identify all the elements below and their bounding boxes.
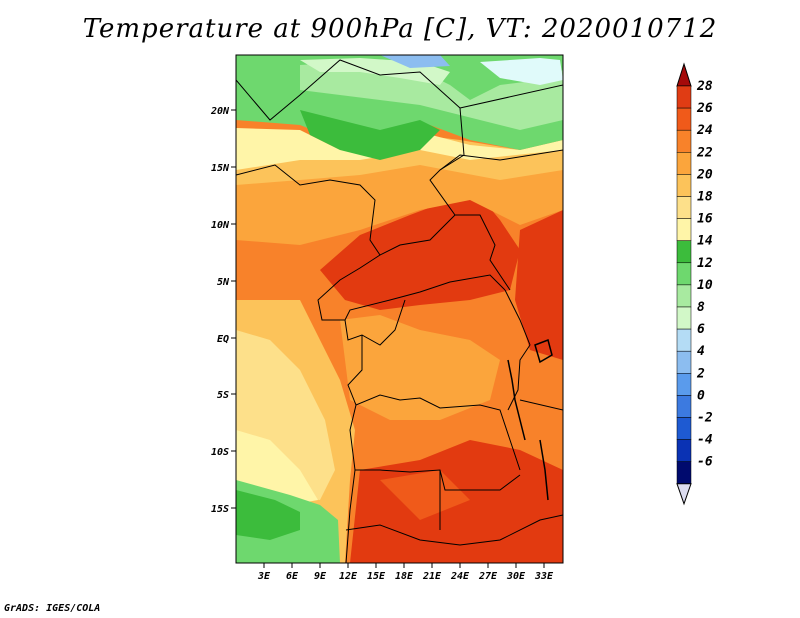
lon-label: 3E [257,571,271,582]
lat-label: 10N [211,220,230,231]
colorbar-swatch [676,85,692,109]
lat-label: EQ [217,334,229,345]
colorbar-swatch [676,395,692,418]
lat-labels: 20N 15N 10N 5N EQ 5S 10S 15S [210,106,230,515]
colorbar-label: 14 [697,234,713,249]
border-rift [504,289,531,411]
field-north-cyan2 [480,58,563,85]
colorbar-label: 16 [697,212,713,227]
colorbar-swatch [676,306,692,330]
colorbar-label: 8 [697,300,705,315]
colorbar-label: 2 [696,366,705,381]
colorbar-label: 18 [697,190,713,205]
lon-label: 27E [478,571,498,582]
colorbar-label: -6 [697,455,713,470]
lat-label: 10S [211,447,229,458]
field-red-east [515,210,563,360]
lon-label: 21E [422,571,442,582]
temperature-field [236,55,563,563]
border-sudan [439,149,563,171]
colorbar-label: 12 [697,256,713,271]
colorbar-swatch [676,417,692,440]
field-north-green-light [300,60,563,130]
field-congo-orange [340,315,500,420]
lat-label: 15N [211,163,230,174]
field-red-core [380,470,470,520]
lon-label: 9E [314,571,327,582]
field-south-green-dark [236,490,300,540]
colorbar-swatch [676,196,692,219]
colorbar-swatch [676,152,692,175]
colorbar-label: 26 [696,101,713,116]
colorbar-swatch [676,218,692,241]
lon-label: 15E [367,571,386,582]
map-frame [235,54,564,564]
colorbar-swatch [676,107,692,131]
colorbar-label: 10 [697,278,713,293]
lakes [507,339,553,501]
border-libya-egypt [459,84,563,109]
lake-malawi [539,439,549,501]
colorbar-swatch [676,439,692,462]
lon-label: 12E [339,571,358,582]
colorbar-arrow-top [676,62,692,87]
colorbar-swatch [676,328,692,352]
credit-text: GrADS: IGES/COLA [4,603,101,614]
colorbar-label: -4 [697,433,713,448]
lon-label: 18E [395,571,414,582]
lat-label: 5S [217,390,229,401]
lon-label: 6E [286,571,299,582]
lat-label: 20N [210,106,230,117]
border-car [317,254,506,321]
lat-ticks [231,109,236,509]
colorbar-swatch [676,461,692,485]
lon-label: 30E [506,571,526,582]
lat-label: 15S [211,504,229,515]
border-tanzania [519,399,563,411]
lon-label: 33E [534,571,554,582]
border-nigeria-chad [236,164,456,256]
country-borders [236,59,563,563]
lon-label: 24E [450,571,470,582]
colorbar-label: 20 [696,167,713,182]
border-south [345,514,563,546]
colorbar-label: 6 [697,322,705,337]
colorbar-label: -2 [697,411,713,426]
lon-ticks [263,563,545,568]
lon-labels: 3E 6E 9E 12E 15E 18E 21E 24E 27E 30E 33E [257,571,554,582]
chart-title: Temperature at 900hPa [C], VT: 202001071… [82,14,718,44]
lake-tanganyika [507,359,526,441]
colorbar-label: 28 [696,79,713,94]
colorbar-swatch [676,350,692,374]
field-red-central [320,190,520,310]
lat-label: 5N [217,277,230,288]
colorbar-label: 4 [697,344,705,359]
border-congo [344,299,406,346]
colorbar-swatch [676,240,692,264]
field-north-blue [380,55,450,68]
colorbar-arrow-bottom [676,483,692,506]
colorbar-swatch [676,284,692,308]
colorbar-swatch [676,174,692,197]
colorbar-swatch [676,262,692,286]
colorbar-swatch [676,129,692,153]
colorbar-label: 0 [697,388,705,403]
colorbar-label: 24 [696,123,713,138]
border-drc [347,335,521,471]
colorbar-label: 22 [696,145,713,160]
field-north-green-dark [300,110,440,160]
colorbar-swatch [676,373,692,396]
lake-victoria [534,339,553,364]
